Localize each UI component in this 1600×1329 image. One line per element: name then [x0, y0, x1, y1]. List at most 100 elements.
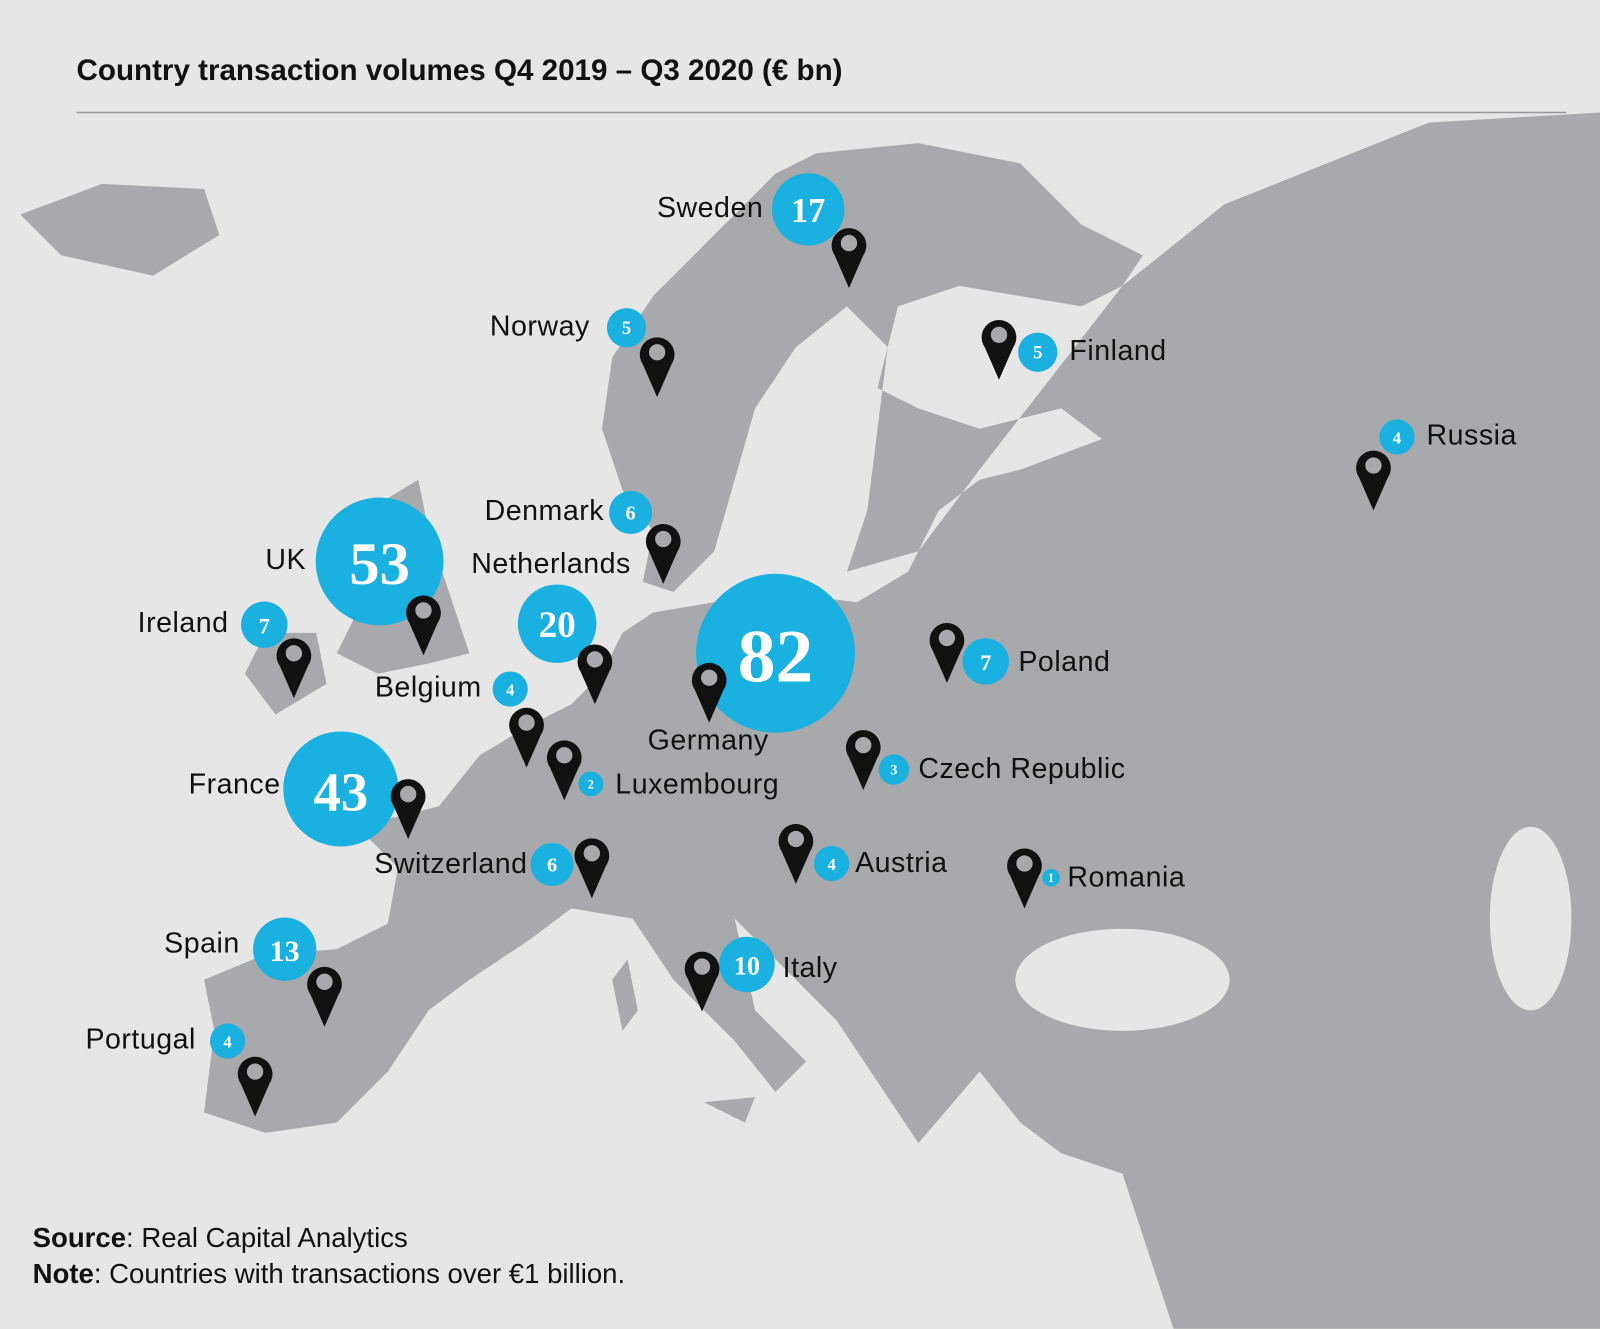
volume-bubble — [814, 845, 850, 882]
country-name: Finland — [1069, 335, 1166, 367]
country-name: Spain — [164, 928, 240, 960]
volume-bubble — [253, 917, 317, 981]
pin-dot — [655, 530, 672, 548]
pin-dot — [518, 714, 535, 731]
pin-dot — [787, 830, 805, 848]
note-line: Note: Countries with transactions over €… — [33, 1258, 626, 1289]
volume-bubble — [962, 638, 1009, 685]
title: Country transaction volumes Q4 2019 – Q3… — [77, 54, 843, 87]
pin-dot — [316, 973, 333, 991]
labels: Sweden Norway Finland Russia Denmark Netherla… — [85, 192, 1516, 1056]
country-name: Sweden — [657, 192, 763, 224]
country-name: Denmark — [485, 495, 605, 527]
volume-label: 82 — [738, 616, 813, 699]
pin-dot — [855, 736, 872, 754]
volume-label: 5 — [1033, 343, 1042, 364]
volume-bubble — [315, 497, 444, 626]
country-name: Poland — [1018, 646, 1110, 678]
location-pin — [509, 707, 544, 768]
pin-dot — [693, 958, 711, 975]
volume-label: 13 — [270, 934, 300, 968]
volume-label: 7 — [980, 650, 991, 675]
location-pin — [778, 824, 814, 884]
volume-label: 6 — [547, 855, 557, 877]
volume-label: 2 — [588, 778, 594, 792]
pin-dot — [285, 645, 303, 662]
location-pin — [307, 966, 342, 1027]
location-pin — [577, 644, 613, 705]
country-name: Germany — [648, 725, 769, 757]
volume-label: 20 — [539, 605, 576, 646]
pin-dot — [701, 669, 718, 686]
volume-bubble — [1018, 332, 1058, 372]
volume-label: 5 — [622, 318, 631, 339]
sardinia-corsica — [612, 959, 638, 1031]
country-name: Czech Republic — [918, 753, 1125, 785]
location-pin — [645, 524, 681, 584]
location-pin — [390, 779, 426, 839]
country-name: Switzerland — [374, 848, 527, 880]
volume-bubble — [530, 843, 574, 886]
volume-bubble — [606, 308, 647, 348]
volume-bubble — [878, 754, 910, 785]
volume-label: 6 — [626, 503, 636, 525]
country-name: Norway — [490, 310, 590, 342]
pin-dot — [586, 651, 604, 668]
note-label: Note — [33, 1258, 94, 1289]
pin-dot — [556, 747, 573, 764]
iceland — [20, 183, 220, 276]
location-pin — [845, 730, 881, 791]
volume-label: 4 — [827, 855, 836, 874]
country-name: Portugal — [85, 1024, 195, 1056]
pin-dot — [840, 234, 858, 252]
volume-bubble — [719, 936, 775, 993]
pin-dot — [400, 785, 417, 803]
location-pin — [1356, 450, 1391, 511]
country-name: Luxembourg — [615, 768, 779, 800]
volume-label: 4 — [223, 1032, 232, 1051]
pin-dot — [415, 602, 432, 619]
caspian-sea — [1489, 826, 1572, 1011]
country-name: Russia — [1427, 419, 1517, 451]
continent — [204, 112, 1600, 1329]
volume-label: 3 — [890, 762, 897, 778]
country-name: Ireland — [138, 607, 229, 639]
volume-label: 10 — [734, 951, 760, 980]
country-name: Netherlands — [471, 548, 631, 580]
pin-dot — [990, 326, 1008, 344]
volume-bubble — [210, 1023, 246, 1059]
country-name: Austria — [855, 847, 947, 879]
volume-bubble — [1042, 868, 1060, 887]
header-band — [0, 0, 1600, 111]
location-pin — [981, 319, 1017, 380]
volume-label: 43 — [313, 761, 368, 822]
volume-bubble — [696, 573, 855, 733]
location-pin — [276, 638, 312, 699]
location-pin — [691, 662, 727, 723]
location-pin — [831, 228, 867, 288]
location-pin — [1007, 848, 1042, 909]
country-name: UK — [265, 544, 306, 576]
volume-bubble — [771, 173, 845, 246]
source-line: Source: Real Capital Analytics — [33, 1222, 408, 1253]
location-pin — [237, 1056, 273, 1117]
pin-dot — [246, 1063, 264, 1080]
volume-bubble — [609, 490, 653, 534]
pin-dot — [648, 344, 666, 361]
location-pin — [546, 740, 582, 801]
volume-bubble — [1379, 419, 1415, 455]
source-label: Source — [33, 1222, 126, 1253]
bubbles: 17 5 5 4 6 20 53 7 4 82 7 43 2 3 6 4 1 13 10 4 — [210, 173, 1415, 1059]
source-text: : Real Capital Analytics — [126, 1222, 408, 1253]
volume-label: 53 — [349, 531, 410, 598]
location-pin — [574, 838, 610, 899]
footer-band — [0, 1214, 776, 1329]
volume-bubble — [241, 601, 288, 648]
country-name: Italy — [783, 952, 838, 984]
sicily — [704, 1097, 756, 1123]
pin-dot — [1016, 855, 1033, 872]
volume-bubble — [578, 771, 604, 797]
pin-dot — [1365, 457, 1382, 474]
